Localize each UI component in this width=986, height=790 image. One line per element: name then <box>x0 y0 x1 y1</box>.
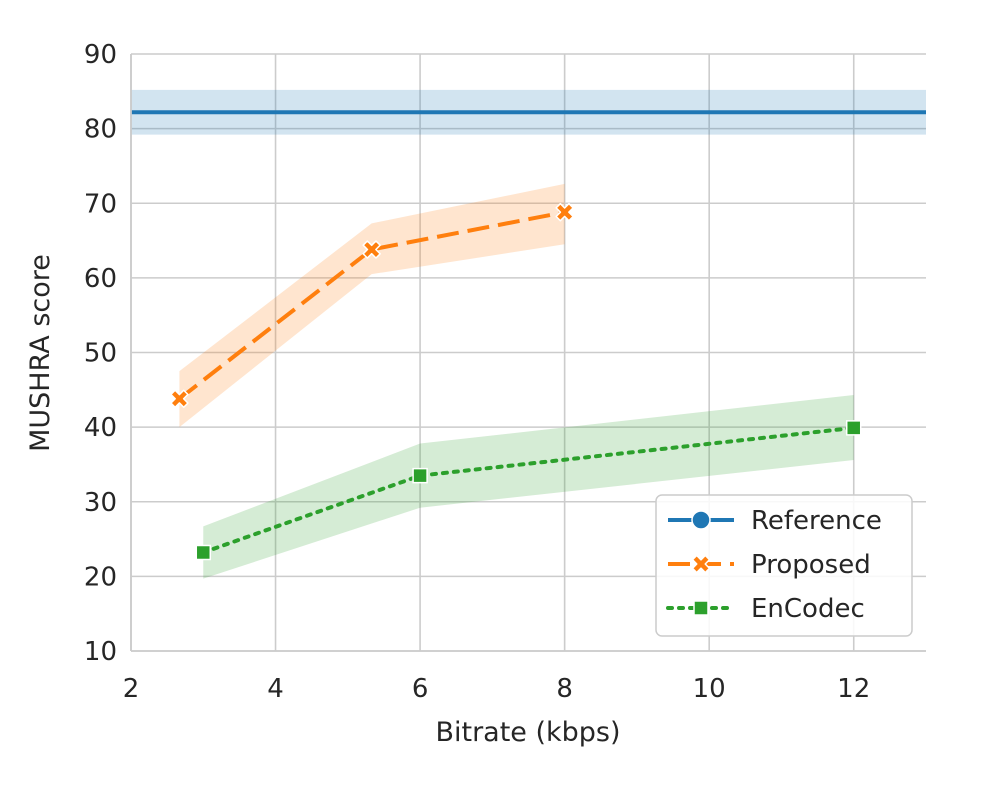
x-tick-label: 10 <box>693 674 726 704</box>
legend-label-reference: Reference <box>751 506 882 536</box>
line-proposed <box>178 210 566 401</box>
marker-encodec <box>845 420 862 436</box>
y-tick-label: 90 <box>84 40 117 70</box>
y-tick-label: 50 <box>84 339 117 369</box>
band-proposed <box>179 183 565 428</box>
legend-marker-reference <box>691 510 711 530</box>
x-tick-label: 6 <box>412 674 429 704</box>
legend-marker-encodec <box>693 600 709 616</box>
axes <box>130 54 926 652</box>
x-tick-label: 8 <box>556 674 573 704</box>
y-tick-label: 30 <box>84 488 117 518</box>
x-tick-label: 2 <box>123 674 140 704</box>
y-axis-label: MUSHRA score <box>25 254 56 452</box>
marker-encodec <box>412 467 428 484</box>
legend-label-proposed: Proposed <box>751 550 871 580</box>
x-tick-label: 12 <box>837 674 870 704</box>
series-markers <box>170 202 862 561</box>
marker-proposed <box>170 389 189 409</box>
y-tick-label: 80 <box>84 115 117 145</box>
legend-label-encodec: EnCodec <box>751 594 865 624</box>
y-tick-label: 60 <box>84 264 117 294</box>
legend: Reference Proposed EnCodec <box>655 494 913 637</box>
band-encodec <box>203 395 854 579</box>
marker-proposed <box>555 202 574 222</box>
tick-labels: 2 4 6 8 10 12 10 20 30 40 50 60 70 80 90 <box>84 40 870 704</box>
y-tick-label: 40 <box>84 413 117 443</box>
y-tick-label: 70 <box>84 189 117 219</box>
y-tick-label: 10 <box>84 637 117 667</box>
marker-proposed <box>362 240 381 259</box>
grid <box>130 53 926 652</box>
x-axis-label: Bitrate (kbps) <box>435 717 620 748</box>
legend-box <box>655 494 913 637</box>
y-tick-label: 20 <box>84 562 117 592</box>
marker-encodec <box>195 544 212 561</box>
legend-marker-proposed <box>691 554 711 574</box>
x-tick-label: 4 <box>267 674 284 704</box>
